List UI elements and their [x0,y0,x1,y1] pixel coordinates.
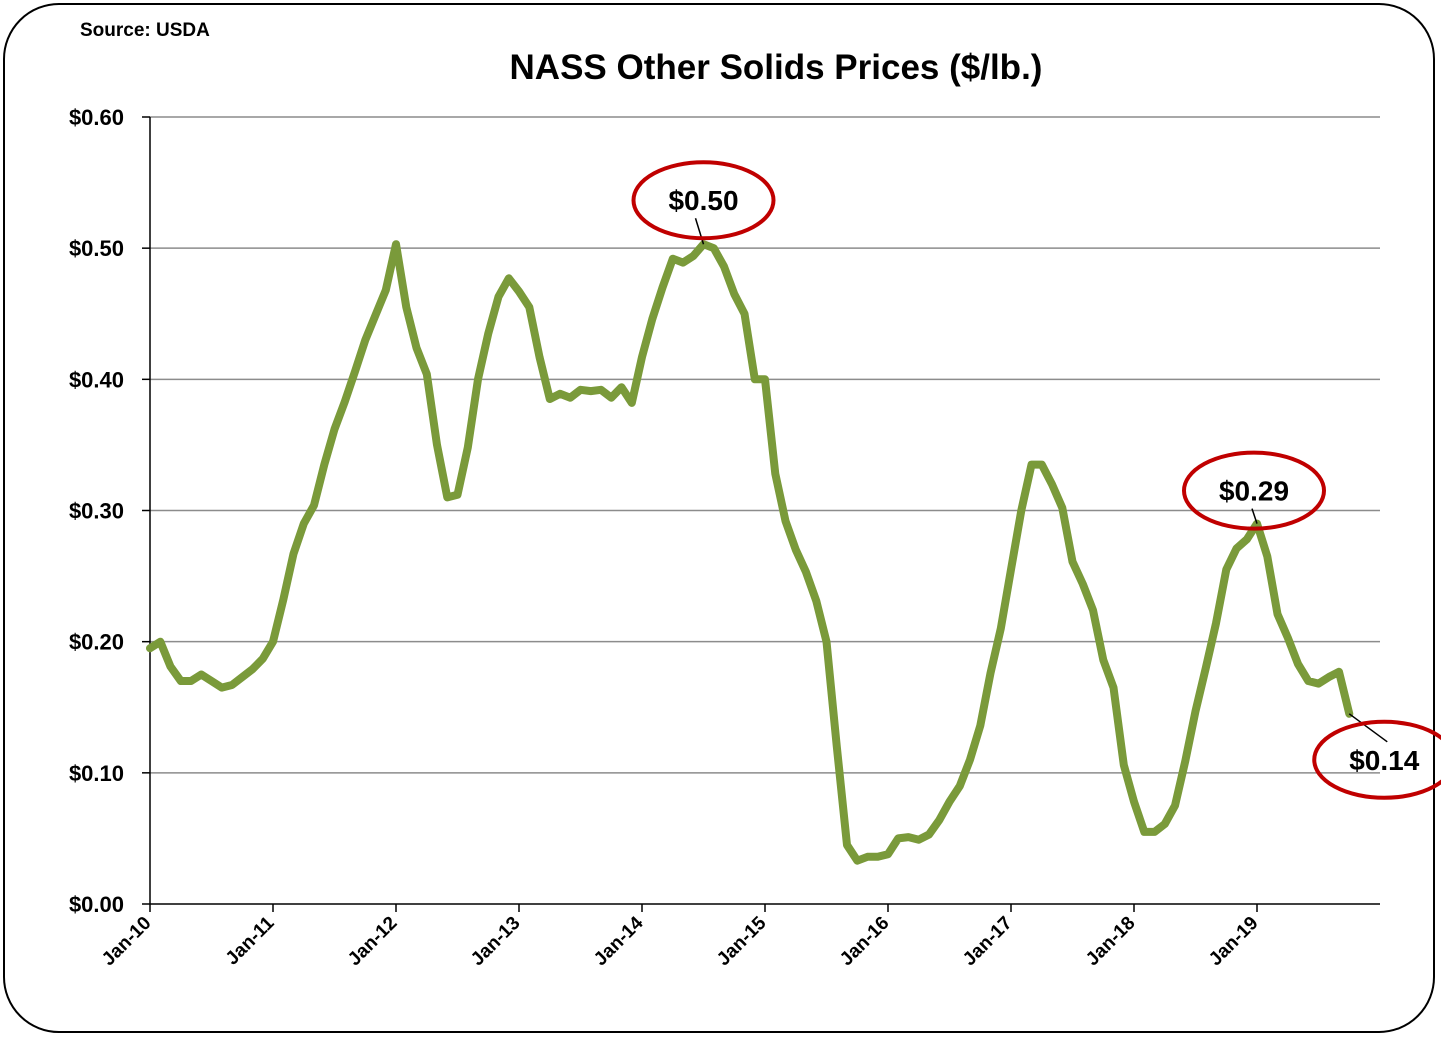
callout-leader [1251,508,1258,524]
x-tick-label: Jan-19 [1205,913,1262,970]
gridlines [150,116,1380,774]
x-axis-ticks: Jan-10 Jan-11 Jan-12 Jan-13 Jan-14 Jan-15 Jan-… [98,904,1263,970]
y-axis-ticks: $0.00 $0.10 $0.20 $0.30 $0.40 $0.50 $0.60 [69,105,150,917]
callouts: $0.50 $0.29 $0.14 [631,160,1441,800]
y-tick-label: $0.60 [69,105,124,130]
y-tick-label: $0.10 [69,761,124,786]
y-tick-label: $0.20 [69,630,124,655]
callout-ellipse [631,160,776,241]
x-tick-label: Jan-17 [959,913,1016,970]
callout-label: $0.50 [668,185,738,216]
x-tick-label: Jan-11 [222,912,279,969]
x-tick-label: Jan-16 [836,913,893,970]
callout-ellipse [1182,450,1326,531]
chart-frame [3,3,1435,1033]
callout-leader [1348,713,1388,743]
callout-leader [694,218,705,245]
chart-title: NASS Other Solids Prices ($/lb.) [509,48,1043,87]
x-tick-label: Jan-15 [713,912,771,970]
callout-label: $0.14 [1349,745,1419,776]
callout-ellipse [1312,719,1441,800]
source-note: Source: USDA [80,20,210,41]
x-tick-label: Jan-13 [467,913,524,970]
y-tick-label: $0.30 [69,499,124,524]
callout-label: $0.29 [1219,476,1289,507]
x-tick-label: Jan-12 [344,913,401,970]
y-tick-label: $0.50 [69,236,124,261]
y-tick-label: $0.40 [69,367,124,392]
series-group [146,240,1354,865]
x-tick-label: Jan-10 [98,913,155,970]
x-tick-label: Jan-18 [1082,913,1139,970]
y-tick-label: $0.00 [69,892,124,917]
series-line [146,240,1354,865]
x-tick-label: Jan-14 [590,912,648,970]
